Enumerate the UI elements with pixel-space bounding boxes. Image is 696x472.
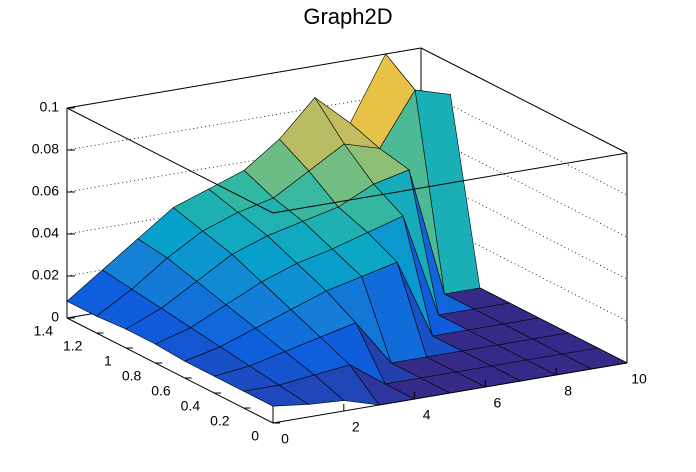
surface-cell	[242, 384, 310, 407]
box-edge	[66, 47, 422, 109]
z-tick-label: 0.02	[32, 267, 59, 283]
y-tick-label: 0.6	[151, 383, 171, 399]
x-axis	[272, 362, 628, 424]
z-tick-label: 0.04	[32, 225, 59, 241]
y-axis	[66, 317, 274, 424]
y-tick-label: 0.8	[122, 368, 142, 384]
y-tick-label: 0	[251, 428, 259, 444]
x-tick-label: 4	[423, 407, 431, 423]
x-tick-label: 0	[281, 431, 289, 447]
box-edge	[420, 47, 628, 154]
chart-title: Graph2D	[303, 4, 392, 29]
x-tick-label: 10	[631, 371, 647, 387]
z-tick-label: 0	[51, 309, 59, 325]
z-tick-label: 0.08	[32, 141, 59, 157]
x-tick-label: 6	[494, 395, 502, 411]
z-tick-label: 0.1	[40, 99, 60, 115]
z-tick-label: 0.06	[32, 183, 59, 199]
y-tick-label: 1.2	[63, 338, 83, 354]
y-tick-label: 1	[104, 353, 112, 369]
box-edge	[272, 152, 628, 214]
y-tick-label: 1.4	[34, 323, 54, 339]
box-edge	[66, 107, 274, 214]
y-tick-label: 0.4	[181, 398, 201, 414]
y-tick-label: 0.2	[210, 413, 230, 429]
x-tick-label: 8	[564, 383, 572, 399]
x-tick-label: 2	[352, 419, 360, 435]
